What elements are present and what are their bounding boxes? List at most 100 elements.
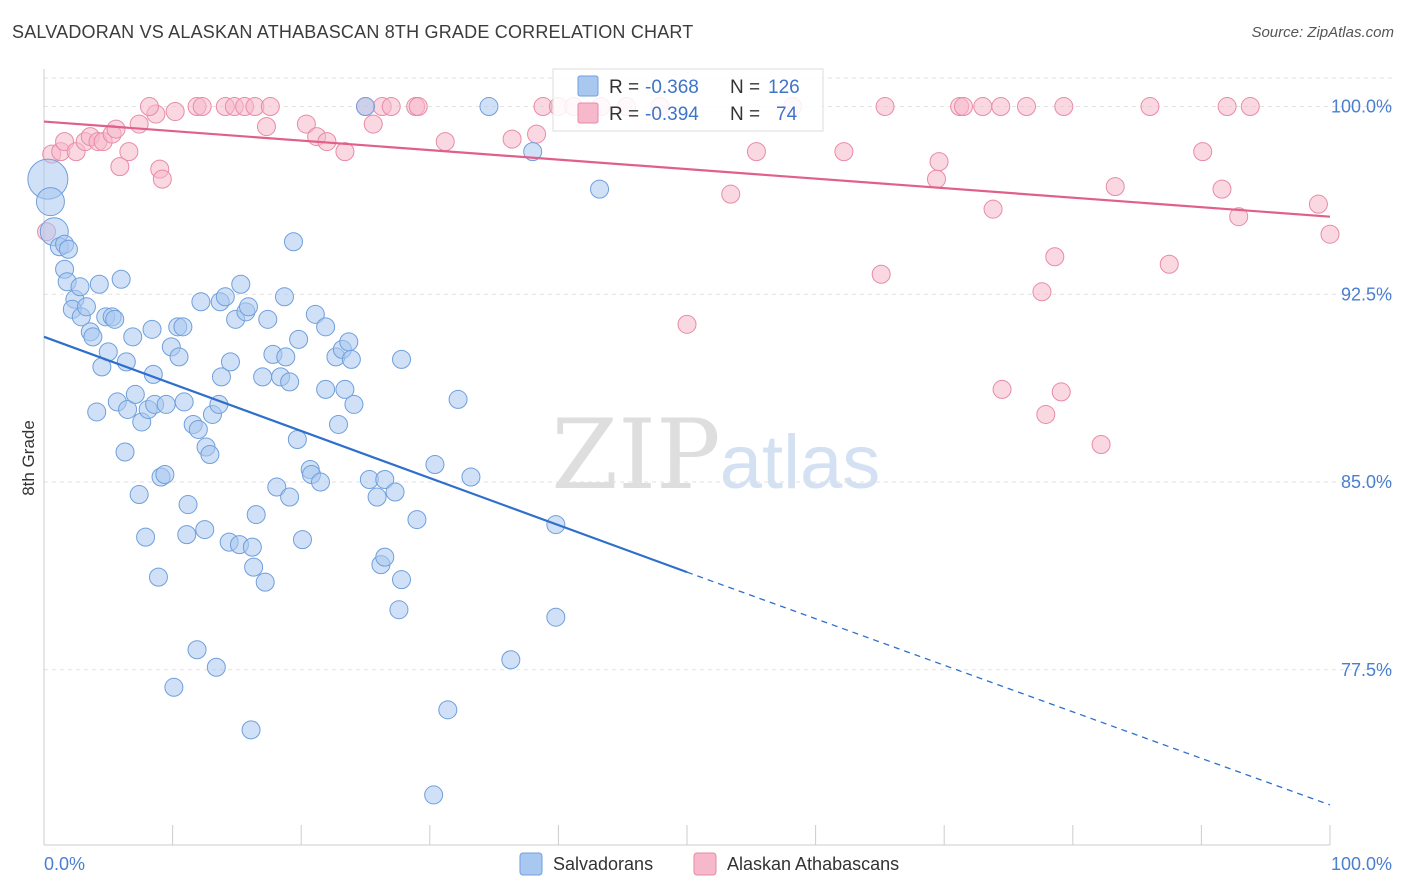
watermark-zip: ZIP: [551, 399, 720, 511]
salvadoran-point: [215, 287, 235, 307]
salvadoran-point: [274, 287, 294, 307]
salvadoran-point: [392, 349, 412, 369]
salvadoran-point: [407, 510, 427, 530]
alaskan-athabascans-trend-line: [43, 120, 1331, 218]
alaskan-athabascan-point: [983, 199, 1003, 219]
alaskan-athabascan-point: [1159, 254, 1179, 274]
alaskan-athabascan-point: [106, 119, 126, 139]
alaskan-athabascan-point: [256, 117, 276, 137]
salvadoran-point: [164, 677, 184, 697]
salvadoran-point: [310, 472, 330, 492]
salvadoran-point: [424, 785, 444, 805]
salvadoran-point: [206, 657, 226, 677]
alaskan-athabascan-point: [1212, 179, 1232, 199]
salvadoran-point: [367, 487, 387, 507]
alaskan-athabascan-point: [1054, 97, 1074, 117]
y-tick-label: 100.0%: [1331, 97, 1392, 117]
salvadoran-point: [335, 379, 355, 399]
legend-swatch-salvadorans: [577, 75, 599, 97]
salvadoran-point: [305, 304, 325, 324]
chart-title: SALVADORAN VS ALASKAN ATHABASCAN 8TH GRA…: [12, 22, 694, 42]
salvadoran-point: [118, 399, 138, 419]
alaskan-athabascan-point: [1105, 177, 1125, 197]
salvadoran-point: [177, 525, 197, 545]
salvadoran-point: [392, 570, 412, 590]
watermark: ZIP atlas: [551, 399, 880, 511]
alaskan-athabascan-point: [875, 97, 895, 117]
salvadoran-point: [316, 317, 336, 337]
salvadoran-point: [83, 327, 103, 347]
salvadoran-point: [136, 527, 156, 547]
alaskan-athabascan-point: [152, 169, 172, 189]
salvadoran-point: [344, 394, 364, 414]
salvadorans-trend-line: [43, 335, 688, 574]
salvadoran-point: [123, 327, 143, 347]
legend-r-value-salvadorans: -0.368: [645, 77, 699, 98]
alaskan-athabascan-point: [677, 314, 697, 334]
alaskan-athabascan-point: [953, 97, 973, 117]
alaskan-athabascan-point: [192, 97, 212, 117]
salvadoran-point: [155, 465, 175, 485]
salvadoran-point: [255, 572, 275, 592]
salvadoran-point: [276, 347, 296, 367]
salvadoran-point: [200, 444, 220, 464]
salvadoran-point: [111, 269, 131, 289]
salvadoran-point: [87, 402, 107, 422]
salvadoran-point: [231, 274, 251, 294]
salvadorans-points: [27, 97, 610, 805]
legend-bottom-swatch-alaskan: [693, 852, 717, 876]
salvadoran-point: [178, 495, 198, 515]
alaskan-athabascan-point: [973, 97, 993, 117]
alaskan-athabascan-point: [746, 142, 766, 162]
salvadoran-point: [375, 470, 395, 490]
salvadoran-point: [244, 557, 264, 577]
salvadoran-point: [211, 367, 231, 387]
y-tick-label: 92.5%: [1341, 284, 1392, 304]
salvadoran-point: [35, 187, 65, 217]
salvadoran-point: [461, 467, 481, 487]
alaskan-athabascan-point: [926, 169, 946, 189]
salvadoran-point: [191, 292, 211, 312]
source-credit: Source: ZipAtlas.com: [1251, 24, 1394, 41]
alaskan-athabascan-point: [834, 142, 854, 162]
salvadoran-point: [142, 319, 162, 339]
alaskan-athabascan-point: [165, 102, 185, 122]
legend-bottom-swatch-salvadorans: [519, 852, 543, 876]
salvadoran-point: [523, 142, 543, 162]
salvadoran-point: [148, 567, 168, 587]
salvadoran-point: [316, 379, 336, 399]
legend-stats: R = -0.368 N = 126 R = -0.394 N = 74: [552, 68, 824, 132]
legend-n-label-alaskan: N =: [730, 104, 760, 125]
alaskan-athabascan-point: [721, 184, 741, 204]
salvadoran-point: [115, 442, 135, 462]
salvadoran-point: [188, 419, 208, 439]
alaskan-athabascan-point: [991, 97, 1011, 117]
salvadoran-point: [169, 347, 189, 367]
salvadoran-point: [241, 720, 261, 740]
salvadoran-point: [280, 487, 300, 507]
alaskan-athabascan-point: [1240, 97, 1260, 117]
salvadoran-point: [173, 317, 193, 337]
alaskan-athabascan-point: [1308, 194, 1328, 214]
salvadoran-point: [246, 505, 266, 525]
salvadoran-point: [280, 372, 300, 392]
salvadoran-point: [267, 477, 287, 497]
alaskan-athabascan-point: [1320, 224, 1340, 244]
salvadoran-point: [389, 600, 409, 620]
alaskan-athabascan-point: [110, 157, 130, 177]
alaskan-athabascan-point: [1051, 382, 1071, 402]
salvadoran-point: [287, 429, 307, 449]
salvadoran-point: [220, 352, 240, 372]
salvadoran-point: [283, 232, 303, 252]
alaskan-athabascan-point: [1140, 97, 1160, 117]
salvadoran-point: [258, 309, 278, 329]
salvadoran-point: [195, 520, 215, 540]
alaskan-athabascan-point: [129, 114, 149, 134]
salvadoran-point: [341, 349, 361, 369]
salvadoran-point: [328, 414, 348, 434]
salvadoran-point: [438, 700, 458, 720]
salvadoran-point: [242, 537, 262, 557]
salvadoran-point: [375, 547, 395, 567]
alaskan-athabascan-point: [335, 142, 355, 162]
